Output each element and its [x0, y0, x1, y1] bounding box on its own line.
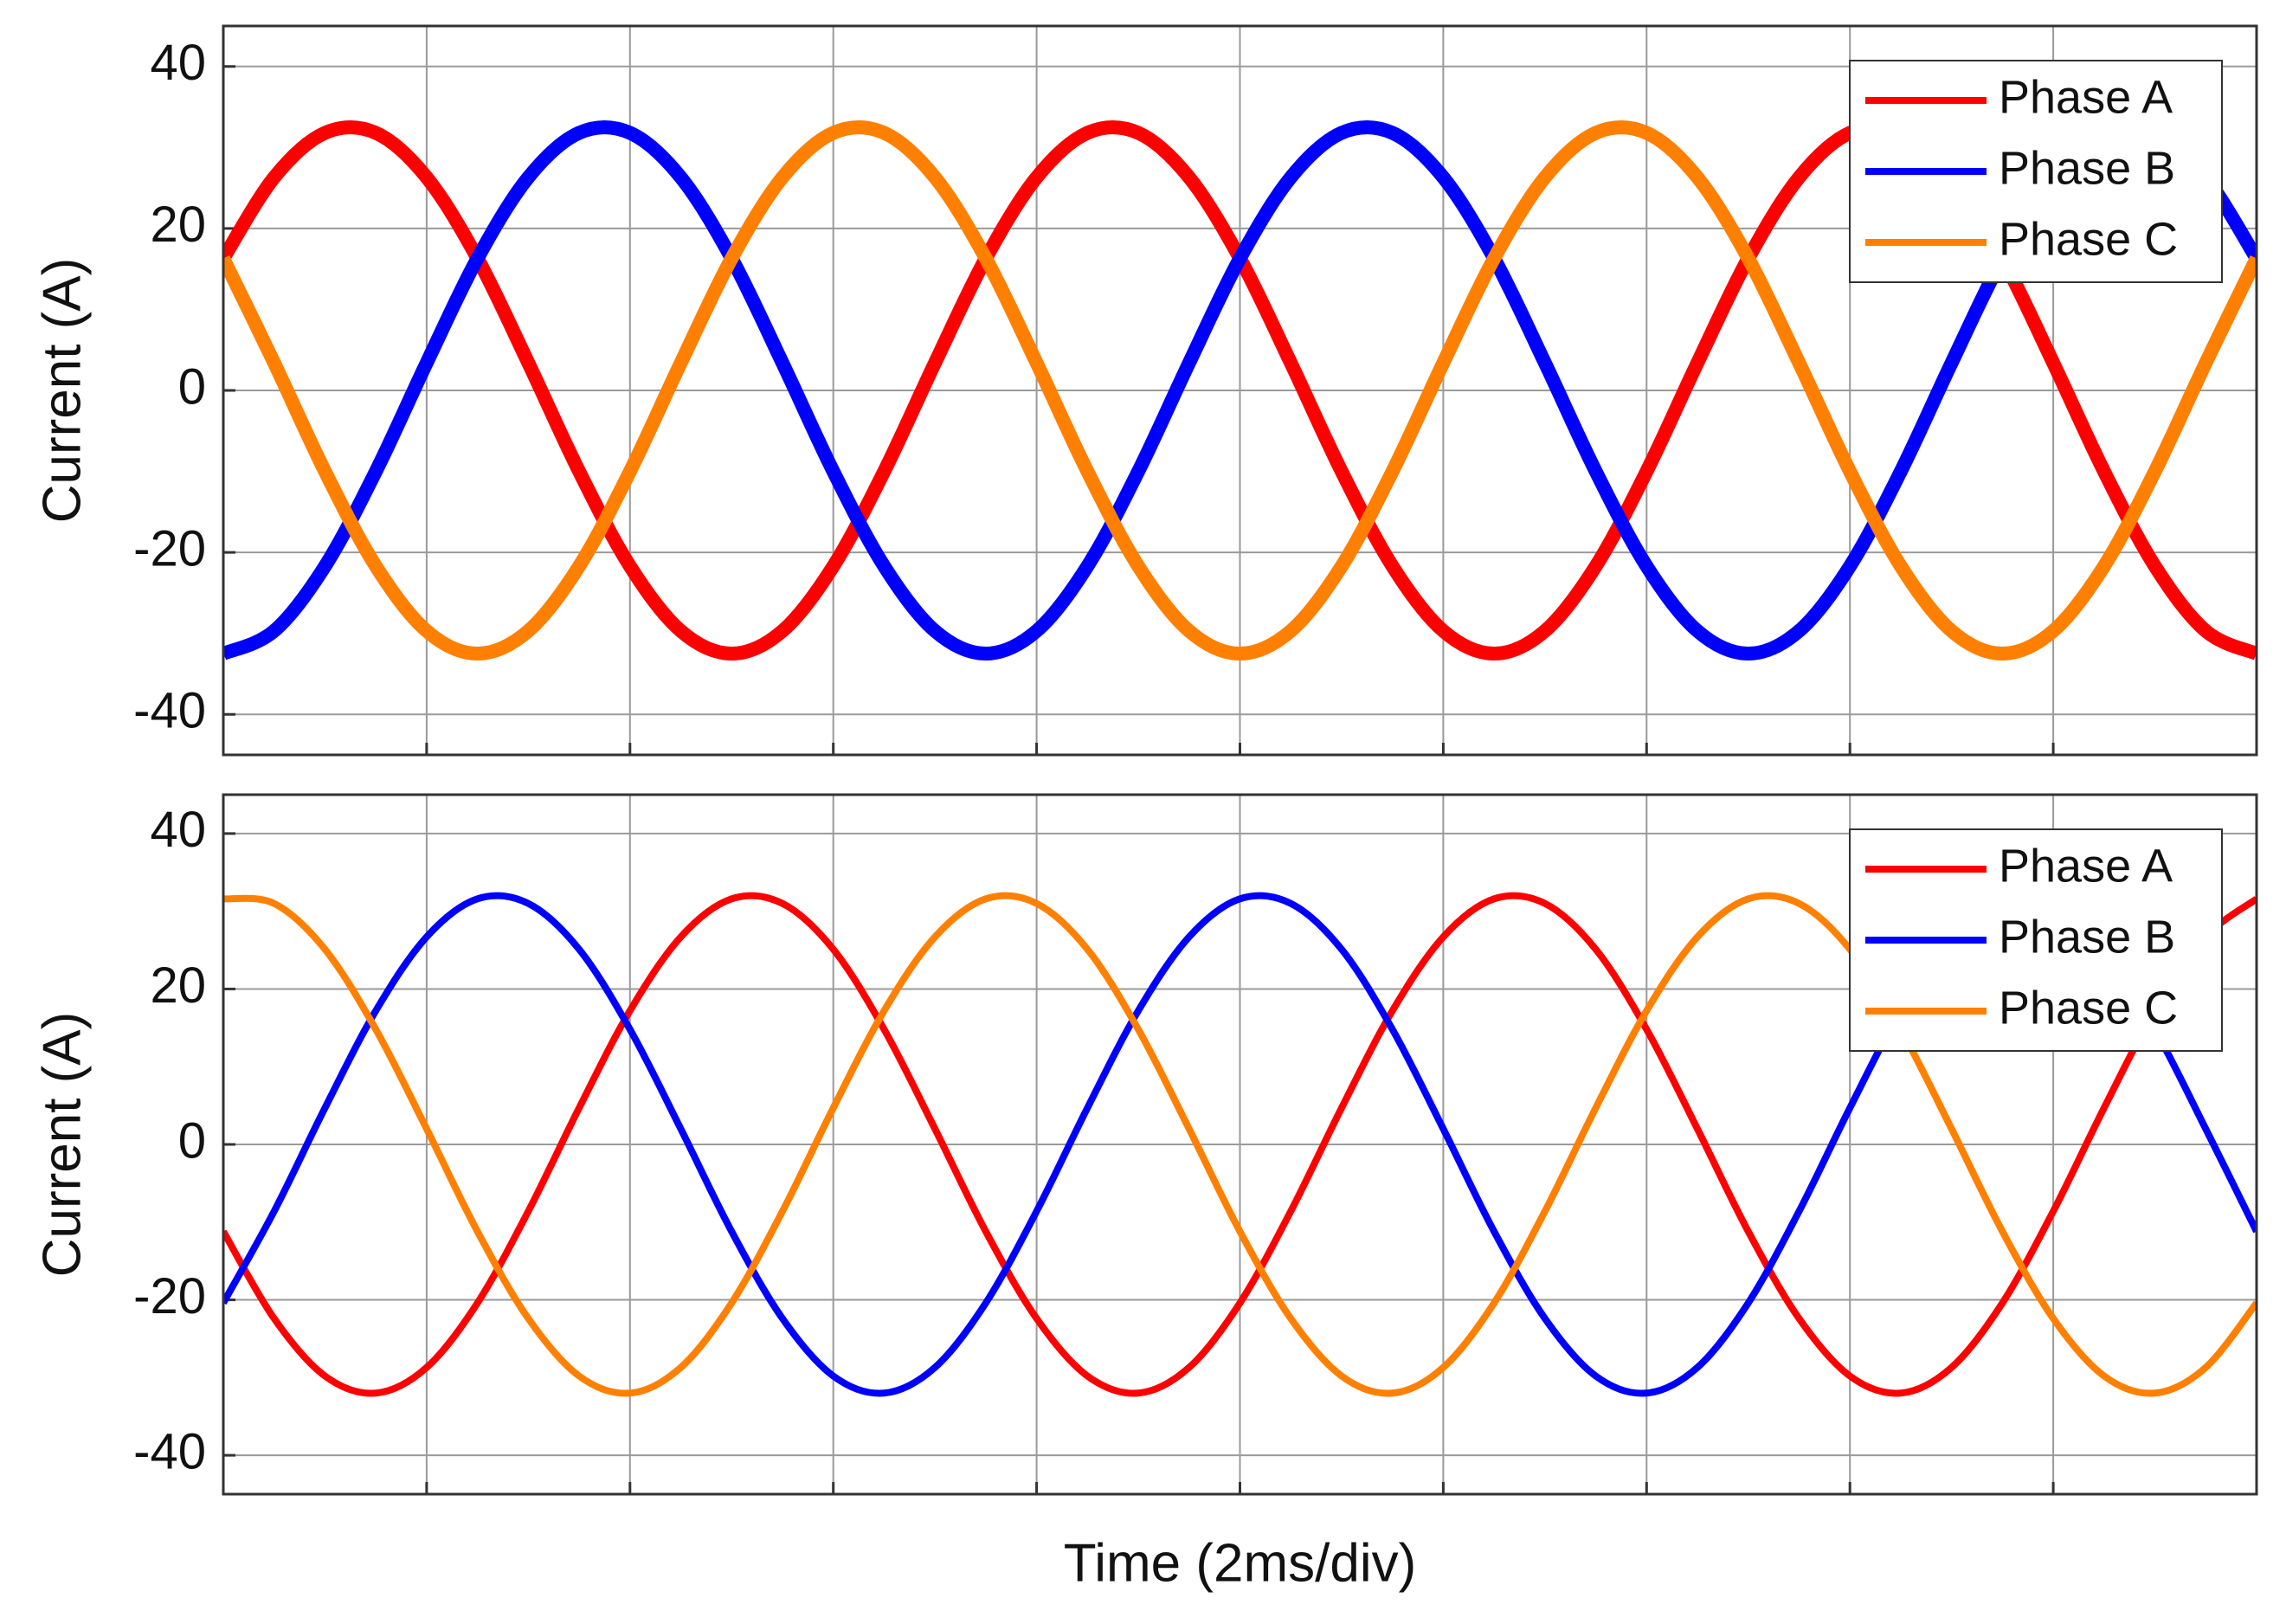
y-tick-label: 20	[150, 197, 206, 253]
y-tick-label: 0	[178, 1112, 206, 1169]
y-tick-label: 40	[150, 802, 206, 858]
series-line	[223, 120, 2257, 661]
series-line	[223, 892, 2257, 1397]
x-axis-title: Time (2ms/div)	[1064, 1533, 1417, 1593]
y-tick-label: -40	[133, 1423, 206, 1479]
y-tick-label: -20	[133, 1268, 206, 1324]
legend-label: Phase A	[1999, 71, 2173, 123]
plot-frame	[222, 24, 2258, 757]
y-tick-label: -20	[133, 520, 206, 577]
series-line	[223, 892, 2257, 1397]
legend-label: Phase B	[1999, 911, 2175, 963]
legend-label: Phase A	[1999, 840, 2173, 892]
legend-label: Phase C	[1999, 213, 2178, 265]
y-tick-label: 40	[150, 35, 206, 91]
legend-label: Phase C	[1999, 982, 2178, 1034]
plot-frame	[222, 793, 2258, 1496]
y-tick-label: 0	[178, 358, 206, 415]
y-axis-title: Current (A)	[32, 258, 92, 524]
y-tick-label: 20	[150, 957, 206, 1014]
legend-label: Phase B	[1999, 142, 2175, 194]
y-tick-label: -40	[133, 683, 206, 739]
y-axis-title: Current (A)	[32, 1012, 92, 1278]
series-line	[223, 120, 2257, 661]
